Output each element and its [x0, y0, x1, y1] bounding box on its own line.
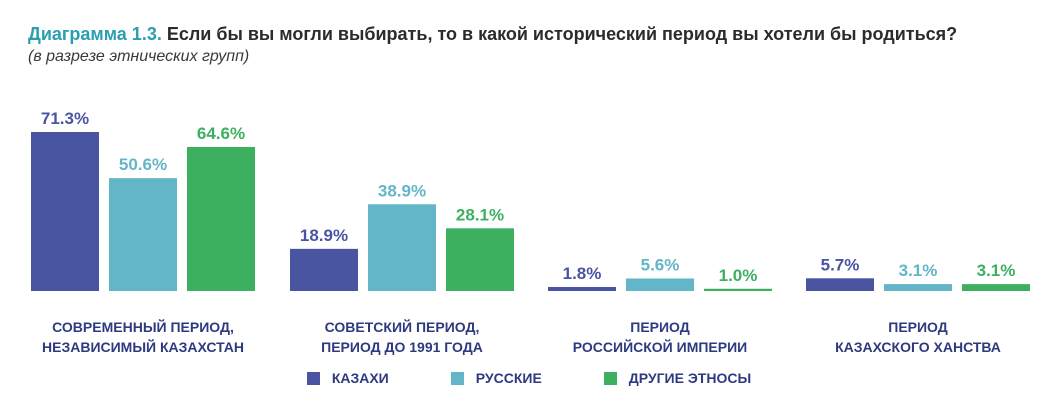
- category-label-1-line-1: СОВРЕМЕННЫЙ ПЕРИОД,: [52, 318, 234, 335]
- legend-swatch-3: [603, 371, 617, 385]
- legend-item-2: РУССКИЕ: [450, 370, 542, 386]
- bar-4-2: [884, 284, 952, 291]
- data-label-3-2: 5.6%: [641, 256, 680, 275]
- chart-legend: КАЗАХИ РУССКИЕ ДРУГИЕ ЭТНОСЫ: [0, 370, 1058, 386]
- category-label-2-line-1: СОВЕТСКИЙ ПЕРИОД,: [325, 318, 480, 335]
- category-label-4-line-2: КАЗАХСКОГО ХАНСТВА: [835, 339, 1001, 355]
- data-label-2-1: 18.9%: [300, 226, 348, 245]
- data-label-4-1: 5.7%: [821, 255, 860, 274]
- category-label-4-line-1: ПЕРИОД: [888, 319, 948, 335]
- legend-label-3: ДРУГИЕ ЭТНОСЫ: [628, 370, 752, 386]
- data-label-4-2: 3.1%: [899, 261, 938, 280]
- bar-2-2: [368, 204, 436, 291]
- bar-1-3: [187, 146, 255, 291]
- legend-item-3: ДРУГИЕ ЭТНОСЫ: [603, 370, 752, 386]
- category-label-1-line-2: НЕЗАВИСИМЫЙ КАЗАХСТАН: [42, 338, 244, 355]
- chart-title-number: Диаграмма 1.3.: [28, 24, 162, 44]
- category-label-2-line-2: ПЕРИОД ДО 1991 ГОДА: [321, 339, 483, 355]
- data-label-1-2: 50.6%: [119, 155, 167, 174]
- data-label-2-3: 28.1%: [456, 205, 504, 224]
- bar-1-1: [31, 132, 99, 291]
- legend-swatch-2: [450, 371, 464, 385]
- bar-3-2: [626, 278, 694, 291]
- legend-item-1: КАЗАХИ: [306, 370, 389, 386]
- bar-3-1: [548, 286, 616, 291]
- data-label-2-2: 38.9%: [378, 181, 426, 200]
- legend-swatch-1: [306, 371, 320, 385]
- bar-4-1: [806, 278, 874, 291]
- data-label-3-3: 1.0%: [719, 266, 758, 285]
- bar-3-3: [704, 288, 772, 291]
- bar-2-1: [290, 248, 358, 291]
- category-label-3-line-1: ПЕРИОД: [630, 319, 690, 335]
- bar-1-2: [109, 178, 177, 291]
- data-label-4-3: 3.1%: [977, 261, 1016, 280]
- data-label-1-1: 71.3%: [41, 109, 89, 128]
- data-label-3-1: 1.8%: [563, 264, 602, 283]
- bar-4-3: [962, 284, 1030, 291]
- data-label-1-3: 64.6%: [197, 124, 245, 143]
- chart-subtitle: (в разрезе этнических групп): [28, 48, 250, 65]
- bar-2-3: [446, 228, 514, 291]
- legend-label-1: КАЗАХИ: [331, 370, 389, 386]
- chart-title: Диаграмма 1.3. Если бы вы могли выбирать…: [28, 24, 957, 45]
- category-label-3-line-2: РОССИЙСКОЙ ИМПЕРИИ: [573, 338, 747, 355]
- legend-label-2: РУССКИЕ: [475, 370, 542, 386]
- chart-title-text: Если бы вы могли выбирать, то в какой ис…: [166, 24, 958, 44]
